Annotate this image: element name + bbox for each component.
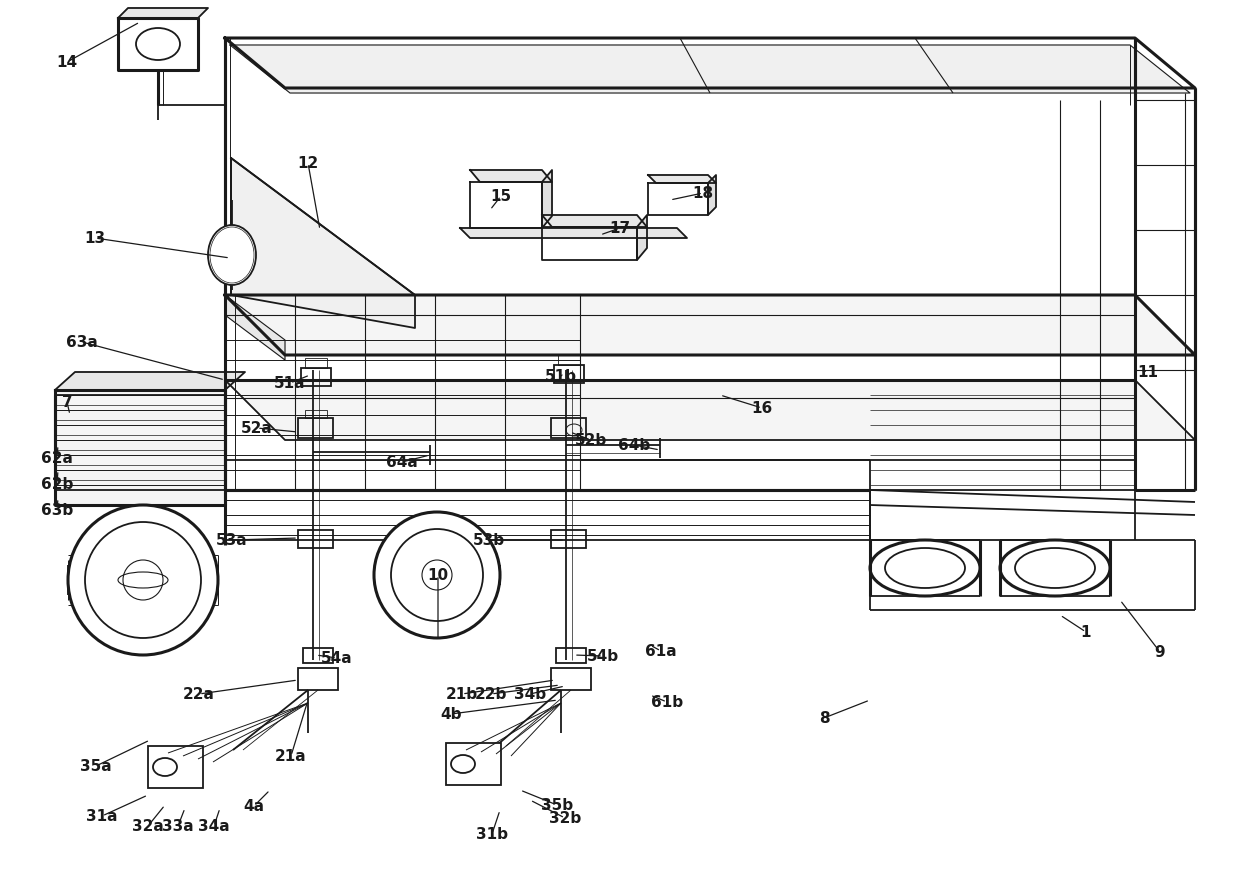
Circle shape (68, 505, 218, 655)
Text: 12: 12 (297, 156, 318, 170)
Polygon shape (648, 175, 716, 183)
Bar (551, 668, 591, 690)
Polygon shape (230, 158, 415, 328)
Polygon shape (55, 372, 245, 390)
Polygon shape (118, 8, 208, 18)
Text: 4a: 4a (244, 798, 264, 814)
Text: 15: 15 (491, 188, 512, 203)
Text: 16: 16 (751, 401, 773, 416)
Polygon shape (541, 227, 637, 260)
Text: 52a: 52a (242, 420, 273, 435)
Circle shape (422, 560, 452, 590)
Text: 34b: 34b (514, 686, 546, 702)
Bar (551, 418, 586, 438)
Text: 17: 17 (610, 220, 631, 236)
Bar (305, 358, 327, 368)
Text: 63a: 63a (66, 334, 98, 349)
Text: 22b: 22b (475, 686, 507, 702)
Bar (558, 355, 580, 365)
Text: 7: 7 (62, 394, 72, 409)
Text: 64a: 64a (387, 454, 418, 470)
Circle shape (374, 512, 501, 638)
Polygon shape (225, 295, 1194, 355)
Text: 52b: 52b (575, 433, 607, 447)
Text: 32b: 32b (549, 811, 581, 825)
Polygon shape (55, 390, 225, 505)
Text: 4b: 4b (440, 707, 462, 721)
Polygon shape (230, 45, 1189, 93)
Text: 63b: 63b (41, 503, 73, 518)
Text: 61b: 61b (650, 694, 683, 710)
Polygon shape (470, 182, 541, 228)
Text: 35a: 35a (81, 759, 112, 773)
Circle shape (392, 529, 483, 621)
Bar (551, 530, 586, 548)
Bar (556, 648, 586, 663)
Text: 21a: 21a (275, 748, 307, 763)
Text: 11: 11 (1137, 365, 1158, 380)
Text: 13: 13 (84, 230, 105, 246)
Text: 33a: 33a (162, 819, 193, 833)
Bar (301, 368, 331, 386)
Circle shape (123, 560, 164, 600)
Text: 8: 8 (819, 711, 829, 726)
Bar (299, 530, 333, 548)
Text: 1: 1 (1080, 625, 1092, 640)
Polygon shape (225, 380, 1194, 440)
Polygon shape (648, 183, 707, 215)
Text: 31a: 31a (87, 808, 118, 823)
Polygon shape (541, 215, 647, 227)
Ellipse shape (208, 225, 256, 285)
Bar (147, 746, 203, 788)
Text: 31b: 31b (476, 826, 508, 841)
Text: 10: 10 (427, 567, 449, 582)
Text: 61a: 61a (646, 643, 676, 659)
Text: 18: 18 (693, 185, 714, 201)
Polygon shape (707, 175, 716, 215)
Polygon shape (225, 295, 285, 360)
Text: 62a: 62a (41, 451, 73, 466)
Bar (446, 743, 501, 785)
Text: 9: 9 (1155, 644, 1166, 659)
Text: 54a: 54a (321, 650, 353, 666)
Circle shape (85, 522, 201, 638)
Polygon shape (118, 18, 198, 70)
Text: 64b: 64b (618, 437, 650, 452)
Polygon shape (225, 38, 1194, 88)
Text: 62b: 62b (41, 477, 73, 492)
Bar (554, 365, 584, 383)
Bar (299, 418, 333, 438)
Text: 21b: 21b (446, 686, 478, 702)
Bar (305, 410, 327, 418)
Text: 32a: 32a (133, 819, 164, 833)
Bar (299, 668, 338, 690)
Polygon shape (460, 228, 686, 238)
Text: 53b: 53b (473, 532, 506, 547)
Text: 14: 14 (57, 55, 78, 70)
Text: 35b: 35b (541, 797, 574, 813)
Bar (304, 648, 333, 663)
Text: 22a: 22a (183, 686, 214, 702)
Text: 34a: 34a (198, 819, 229, 833)
Polygon shape (541, 170, 553, 228)
Text: 54b: 54b (587, 649, 620, 664)
Text: 51b: 51b (545, 368, 577, 383)
Polygon shape (637, 215, 647, 260)
Polygon shape (470, 170, 553, 182)
Text: 53a: 53a (216, 532, 248, 547)
Text: 51a: 51a (274, 375, 306, 391)
